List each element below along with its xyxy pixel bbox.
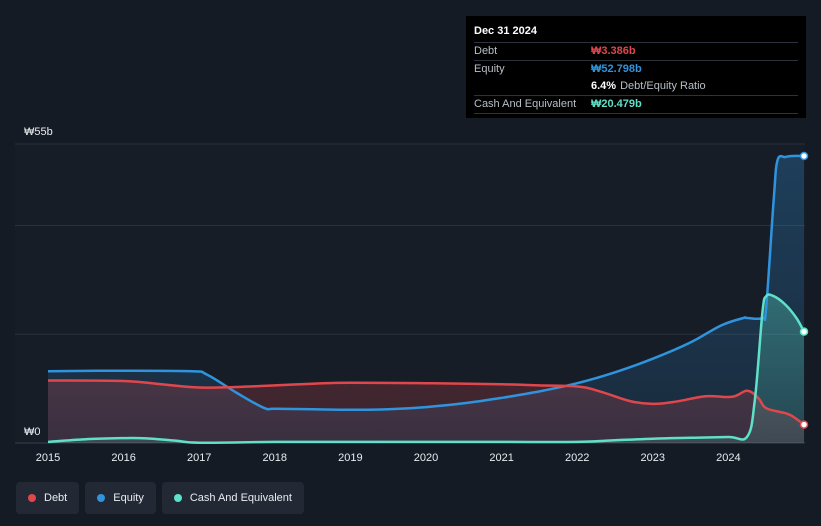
x-tick-label-2016: 2016	[111, 452, 135, 464]
debt-line	[47, 379, 805, 426]
x-tick-label-2021: 2021	[489, 452, 513, 464]
x-tick-label-2017: 2017	[187, 452, 211, 464]
legend-label-cash: Cash And Equivalent	[189, 492, 292, 504]
legend-item-cash[interactable]: Cash And Equivalent	[161, 482, 304, 514]
tooltip-equity-label: Equity	[474, 63, 505, 75]
legend: Debt Equity Cash And Equivalent	[16, 482, 304, 514]
legend-item-debt[interactable]: Debt	[16, 482, 80, 514]
tooltip-ratio-label: Debt/Equity Ratio	[620, 80, 706, 92]
tooltip-ratio-value: 6.4%	[591, 80, 617, 92]
debt-dot-icon	[28, 494, 36, 502]
debt-end-marker	[799, 420, 809, 429]
debt-area	[48, 380, 804, 443]
x-tick-label-2018: 2018	[263, 452, 287, 464]
tooltip-cash-label: Cash And Equivalent	[474, 98, 577, 110]
tooltip-row-cash: Cash And Equivalent ₩20.479b	[474, 95, 798, 114]
equity-line	[47, 154, 805, 412]
x-tick-label-2019: 2019	[338, 452, 362, 464]
tooltip-equity-value: ₩52.798b	[591, 63, 642, 75]
legend-label-debt: Debt	[44, 492, 68, 504]
legend-label-equity: Equity	[113, 492, 144, 504]
x-tick-label-2023: 2023	[641, 452, 665, 464]
tooltip-row-debt: Debt ₩3.386b	[474, 42, 798, 60]
cash-dot-icon	[173, 494, 182, 502]
tooltip-debt-label: Debt	[474, 45, 498, 57]
x-tick-label-2020: 2020	[414, 452, 438, 464]
legend-item-equity[interactable]: Equity	[85, 482, 156, 514]
tooltip: Dec 31 2024 Debt ₩3.386b Equity ₩52.798b…	[466, 16, 806, 118]
tooltip-row-ratio: 6.4% Debt/Equity Ratio	[474, 78, 798, 95]
x-tick-label-2022: 2022	[565, 452, 589, 464]
y-tick-label-zero: ₩0	[24, 426, 41, 438]
cash-line	[47, 293, 806, 444]
tooltip-date: Dec 31 2024	[474, 25, 537, 37]
tooltip-debt-value: ₩3.386b	[591, 45, 636, 57]
x-tick-label-2024: 2024	[716, 452, 740, 464]
equity-dot-icon	[97, 494, 106, 502]
tooltip-row-equity: Equity ₩52.798b	[474, 60, 798, 78]
cash-end-marker	[799, 327, 809, 336]
tooltip-cash-value: ₩20.479b	[591, 98, 642, 110]
y-tick-label-max: ₩55b	[24, 126, 53, 138]
equity-end-marker	[799, 151, 809, 161]
x-tick-label-2015: 2015	[36, 452, 60, 464]
